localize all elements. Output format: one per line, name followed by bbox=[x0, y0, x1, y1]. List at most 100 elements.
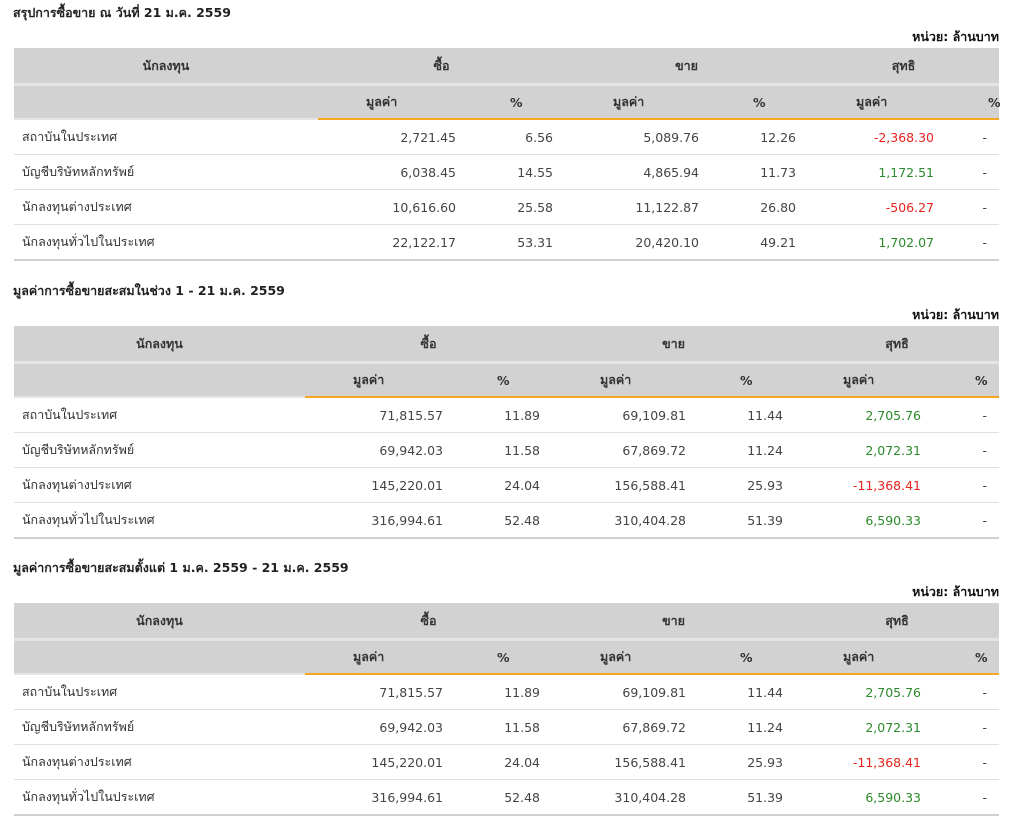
cell: 145,220.01 bbox=[305, 467, 455, 503]
table-row: นักลงทุนทั่วไปในประเทศ 22,122.17 53.31 20,4… bbox=[14, 224, 1000, 261]
header-value: มูลค่า bbox=[552, 361, 698, 398]
header-sell: ขาย bbox=[552, 603, 796, 640]
header-net: สุทธิ bbox=[795, 326, 1000, 363]
cell: 2,072.31 bbox=[795, 709, 934, 745]
header-sell: ขาย bbox=[565, 48, 809, 85]
cell: 6,590.33 bbox=[795, 779, 934, 816]
table-row: บัญชีบริษัทหลักทรัพย์ 6,038.45 14.55 4,865.… bbox=[14, 154, 1000, 190]
cell: 51.39 bbox=[698, 502, 796, 539]
trading-table: นักลงทุน ซื้อ ขาย สุทธิ มูลค่า% มูลค่า% มูล… bbox=[14, 603, 1000, 816]
cell: 2,705.76 bbox=[795, 674, 934, 710]
cell: 49.21 bbox=[711, 224, 809, 261]
cell: - bbox=[946, 189, 1000, 225]
table-row: บัญชีบริษัทหลักทรัพย์ 69,942.03 11.58 67,86… bbox=[14, 709, 1000, 745]
cell: 71,815.57 bbox=[305, 674, 455, 710]
header-sell: ขาย bbox=[552, 326, 796, 363]
header-value: มูลค่า bbox=[795, 638, 934, 675]
cell: - bbox=[933, 744, 1000, 780]
cell: 310,404.28 bbox=[552, 779, 698, 816]
cell: 156,588.41 bbox=[552, 744, 698, 780]
cell: 2,072.31 bbox=[795, 432, 934, 468]
cell: 2,705.76 bbox=[795, 397, 934, 433]
table-row: นักลงทุนทั่วไปในประเทศ 316,994.61 52.48 310… bbox=[14, 502, 1000, 539]
cell: 69,942.03 bbox=[305, 432, 455, 468]
trading-table: นักลงทุน ซื้อ ขาย สุทธิ มูลค่า% มูลค่า% มูล… bbox=[14, 326, 1000, 539]
cell: 12.26 bbox=[711, 119, 809, 155]
cell: 11.58 bbox=[455, 709, 552, 745]
cell: 6.56 bbox=[468, 119, 565, 155]
cell: 145,220.01 bbox=[305, 744, 455, 780]
header-investor: นักลงทุน bbox=[14, 48, 318, 85]
cell: -506.27 bbox=[808, 189, 947, 225]
section-title: มูลค่าการซื้อขายสะสมในช่วง 1 - 21 ม.ค. 2… bbox=[13, 283, 285, 298]
header-blank bbox=[14, 361, 305, 398]
cell: 11.44 bbox=[698, 397, 796, 433]
header-value: มูลค่า bbox=[565, 83, 711, 120]
table-row: นักลงทุนทั่วไปในประเทศ 316,994.61 52.48 310… bbox=[14, 779, 1000, 816]
cell: 71,815.57 bbox=[305, 397, 455, 433]
cell: 316,994.61 bbox=[305, 502, 455, 539]
cell: 1,172.51 bbox=[808, 154, 947, 190]
cell: 69,109.81 bbox=[552, 397, 698, 433]
cell: 51.39 bbox=[698, 779, 796, 816]
investor-name: นักลงทุนต่างประเทศ bbox=[14, 744, 305, 780]
summary-section: มูลค่าการซื้อขายสะสมในช่วง 1 - 21 ม.ค. 2… bbox=[13, 281, 1000, 539]
cell: 1,702.07 bbox=[808, 224, 947, 261]
investor-name: สถาบันในประเทศ bbox=[14, 674, 305, 710]
summary-section: สรุปการซื้อขาย ณ วันที่ 21 ม.ค. 2559 หน่… bbox=[13, 3, 1001, 261]
cell: - bbox=[933, 467, 1000, 503]
cell: 25.93 bbox=[698, 744, 796, 780]
cell: - bbox=[946, 119, 1000, 155]
summary-section: มูลค่าการซื้อขายสะสมตั้งแต่ 1 ม.ค. 2559 … bbox=[13, 558, 1000, 816]
section-title: มูลค่าการซื้อขายสะสมตั้งแต่ 1 ม.ค. 2559 … bbox=[13, 560, 349, 575]
investor-name: นักลงทุนทั่วไปในประเทศ bbox=[14, 779, 305, 816]
cell: 11.24 bbox=[698, 709, 796, 745]
table-row: นักลงทุนต่างประเทศ 10,616.60 25.58 11,122.8… bbox=[14, 189, 1000, 225]
header-value: มูลค่า bbox=[305, 638, 455, 675]
table-row: สถาบันในประเทศ 71,815.57 11.89 69,109.81 11.… bbox=[14, 397, 1000, 433]
cell: 156,588.41 bbox=[552, 467, 698, 503]
unit-label: หน่วย: ล้านบาท bbox=[912, 584, 999, 599]
cell: 25.58 bbox=[468, 189, 565, 225]
cell: 10,616.60 bbox=[318, 189, 468, 225]
header-value: มูลค่า bbox=[552, 638, 698, 675]
investor-name: บัญชีบริษัทหลักทรัพย์ bbox=[14, 709, 305, 745]
cell: -11,368.41 bbox=[795, 744, 934, 780]
cell: 24.04 bbox=[455, 744, 552, 780]
cell: - bbox=[933, 709, 1000, 745]
cell: 11.73 bbox=[711, 154, 809, 190]
cell: 26.80 bbox=[711, 189, 809, 225]
investor-name: นักลงทุนต่างประเทศ bbox=[14, 467, 305, 503]
investor-name: บัญชีบริษัทหลักทรัพย์ bbox=[14, 432, 305, 468]
table-row: นักลงทุนต่างประเทศ 145,220.01 24.04 156,588… bbox=[14, 467, 1000, 503]
header-pct: % bbox=[711, 83, 809, 120]
cell: - bbox=[933, 674, 1000, 710]
cell: 2,721.45 bbox=[318, 119, 468, 155]
cell: 310,404.28 bbox=[552, 502, 698, 539]
cell: 6,590.33 bbox=[795, 502, 934, 539]
header-pct: % bbox=[933, 361, 1000, 398]
unit-label: หน่วย: ล้านบาท bbox=[912, 29, 999, 44]
table-row: บัญชีบริษัทหลักทรัพย์ 69,942.03 11.58 67,86… bbox=[14, 432, 1000, 468]
header-buy: ซื้อ bbox=[305, 603, 552, 640]
header-value: มูลค่า bbox=[318, 83, 468, 120]
cell: 4,865.94 bbox=[565, 154, 711, 190]
investor-name: สถาบันในประเทศ bbox=[14, 119, 318, 155]
cell: - bbox=[933, 779, 1000, 816]
table-row: สถาบันในประเทศ 2,721.45 6.56 5,089.76 12.26-… bbox=[14, 119, 1000, 155]
header-net: สุทธิ bbox=[808, 48, 1000, 85]
header-pct: % bbox=[933, 638, 1000, 675]
cell: 25.93 bbox=[698, 467, 796, 503]
cell: 69,109.81 bbox=[552, 674, 698, 710]
cell: - bbox=[946, 154, 1000, 190]
header-buy: ซื้อ bbox=[318, 48, 565, 85]
header-value: มูลค่า bbox=[305, 361, 455, 398]
header-pct: % bbox=[455, 638, 552, 675]
header-value: มูลค่า bbox=[808, 83, 947, 120]
table-row: สถาบันในประเทศ 71,815.57 11.89 69,109.81 11.… bbox=[14, 674, 1000, 710]
table-row: นักลงทุนต่างประเทศ 145,220.01 24.04 156,588… bbox=[14, 744, 1000, 780]
cell: 22,122.17 bbox=[318, 224, 468, 261]
cell: 11.89 bbox=[455, 397, 552, 433]
header-pct: % bbox=[455, 361, 552, 398]
header-pct: % bbox=[698, 638, 796, 675]
